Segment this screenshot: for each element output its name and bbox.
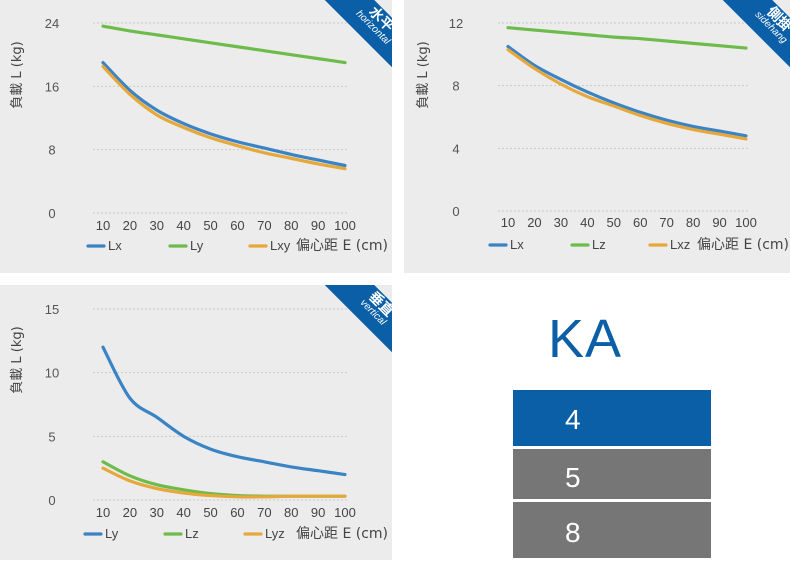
y-tick-label: 4: [452, 141, 459, 156]
legend-label: Lz: [592, 237, 606, 252]
legend-label: Ly: [190, 238, 204, 253]
y-tick-label: 5: [48, 429, 55, 444]
chart-panel-sidehang: 0 4 8 12 10 20 30 40 50 60 70 80 90 100 負載 L (kg) Lx Lz L…: [404, 0, 790, 273]
legend-label: Lx: [108, 238, 122, 253]
x-tick-label: 60: [230, 218, 244, 233]
series-line-Lxz: [506, 48, 748, 141]
y-tick-label: 0: [452, 204, 459, 219]
series-line-Lx: [101, 60, 347, 168]
ka-row-1: 4: [513, 390, 711, 446]
x-tick-label: 70: [257, 218, 271, 233]
series-line-Lx: [506, 44, 748, 138]
ka-row-2: 5: [513, 449, 711, 499]
x-tick-label: 40: [176, 218, 190, 233]
chart-panel-vertical: 0 5 10 15 10 20 30 40 50 60 70 80 90 100 負載 L (kg) Ly Lz…: [0, 285, 392, 560]
x-tick-label: 100: [334, 505, 356, 520]
ka-row-3: 8: [513, 502, 711, 558]
x-tick-label: 10: [96, 218, 110, 233]
series-line-Ly: [101, 24, 347, 65]
x-tick-label: 30: [554, 215, 568, 230]
x-tick-label: 20: [527, 215, 541, 230]
x-tick-label: 40: [580, 215, 594, 230]
x-axis-label: 偏心距 E (cm): [697, 237, 789, 253]
y-tick-label: 0: [48, 493, 55, 508]
y-tick-label: 15: [45, 302, 59, 317]
series-line-Lyz: [101, 466, 347, 499]
chart-vertical: 0 5 10 15 10 20 30 40 50 60 70 80 90 100 負載 L (kg) Ly Lz…: [10, 302, 388, 542]
x-tick-label: 50: [607, 215, 621, 230]
x-axis-label: 偏心距 E (cm): [296, 526, 388, 542]
series-line-Lz: [506, 26, 748, 50]
x-tick-label: 30: [150, 505, 164, 520]
x-tick-label: 60: [633, 215, 647, 230]
x-tick-label: 90: [311, 505, 325, 520]
x-tick-label: 10: [96, 505, 110, 520]
chart-horizontal: 0 8 16 24 10 20 30 40 50 60 70 80 90 100 負載 L (kg) Lx Ly…: [10, 16, 388, 254]
y-tick-label: 8: [452, 79, 459, 94]
series-line-Lxy: [101, 64, 347, 171]
legend-label: Lxz: [670, 237, 690, 252]
legend-label: Lyz: [265, 526, 285, 541]
x-tick-label: 70: [257, 505, 271, 520]
legend-label: Lxy: [270, 238, 291, 253]
x-tick-label: 80: [686, 215, 700, 230]
y-tick-label: 24: [45, 16, 59, 31]
series-line-Lz: [101, 460, 347, 498]
legend-label: Lz: [185, 526, 199, 541]
x-tick-label: 100: [334, 218, 356, 233]
chart-panel-horizontal: 0 8 16 24 10 20 30 40 50 60 70 80 90 100 負載 L (kg) Lx Ly…: [0, 0, 392, 273]
x-tick-label: 90: [311, 218, 325, 233]
x-tick-label: 50: [203, 218, 217, 233]
chart-sidehang: 0 4 8 12 10 20 30 40 50 60 70 80 90 100 負載 L (kg) Lx Lz L…: [416, 16, 789, 253]
series-line-Ly: [101, 345, 347, 477]
y-tick-label: 16: [45, 79, 59, 94]
x-tick-label: 30: [150, 218, 164, 233]
x-tick-label: 40: [176, 505, 190, 520]
y-tick-label: 0: [48, 206, 55, 221]
x-tick-label: 70: [659, 215, 673, 230]
y-axis-label: 負載 L (kg): [416, 41, 431, 108]
x-tick-label: 10: [501, 215, 515, 230]
x-tick-label: 20: [123, 218, 137, 233]
x-tick-label: 60: [230, 505, 244, 520]
y-tick-label: 8: [48, 143, 55, 158]
x-tick-label: 50: [203, 505, 217, 520]
x-tick-label: 90: [712, 215, 726, 230]
y-tick-label: 12: [449, 16, 463, 31]
x-axis-label: 偏心距 E (cm): [296, 238, 388, 254]
x-tick-label: 80: [284, 218, 298, 233]
ka-title: KA: [548, 309, 623, 369]
legend-label: Lx: [510, 237, 524, 252]
x-tick-label: 80: [284, 505, 298, 520]
x-tick-label: 100: [735, 215, 757, 230]
y-axis-label: 負載 L (kg): [10, 41, 25, 108]
y-tick-label: 10: [45, 366, 59, 381]
legend-label: Ly: [105, 526, 119, 541]
y-axis-label: 負載 L (kg): [10, 326, 25, 393]
x-tick-label: 20: [123, 505, 137, 520]
